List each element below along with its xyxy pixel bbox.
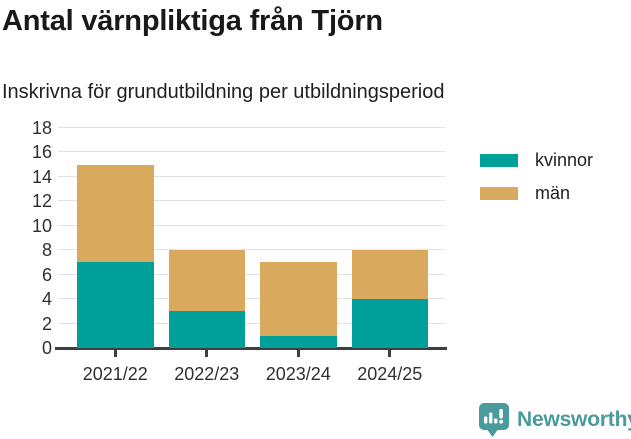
bar-segment-kvinnor-2021/22 bbox=[77, 262, 154, 348]
chart-subtitle: Inskrivna för grundutbildning per utbild… bbox=[2, 81, 445, 103]
legend-label-män: män bbox=[535, 183, 571, 203]
gridline-y14 bbox=[58, 175, 445, 177]
exclamation-stem bbox=[499, 409, 503, 419]
plot-area: 0 2 4 6 8 10 12 14 16 18 2021/22 2022/23 2023/24 2024… bbox=[32, 119, 447, 384]
gridline-y10 bbox=[58, 224, 445, 226]
legend: kvinnor män bbox=[480, 151, 593, 217]
gridline-y8 bbox=[58, 249, 445, 251]
x-axis-line bbox=[55, 347, 447, 350]
x-tick bbox=[113, 350, 117, 357]
y-tick-label: 4 bbox=[41, 289, 52, 310]
gridline-y18 bbox=[58, 127, 445, 128]
x-tick-label: 2022/23 bbox=[174, 364, 240, 384]
bar-segment-män-2023/24 bbox=[260, 262, 337, 336]
legend-item-kvinnor: kvinnor bbox=[480, 151, 593, 169]
bar-segment-män-2024/25 bbox=[351, 250, 428, 300]
y-tick-label: 0 bbox=[41, 338, 52, 358]
y-tick-label: 16 bbox=[31, 142, 52, 163]
gridline-y12 bbox=[58, 200, 445, 202]
bar-segment-kvinnor-2024/25 bbox=[351, 299, 428, 348]
x-tick-label: 2023/24 bbox=[265, 364, 331, 384]
brand-footer: Newsworthy bbox=[477, 402, 631, 438]
bar-segment-män-2022/23 bbox=[168, 250, 245, 312]
x-tick bbox=[205, 350, 209, 357]
gridline-y16 bbox=[58, 151, 445, 153]
legend-swatch-kvinnor bbox=[480, 153, 518, 167]
y-tick-label: 18 bbox=[31, 118, 52, 138]
gridline-y6 bbox=[58, 273, 445, 275]
bar-chart-glyph bbox=[484, 409, 503, 424]
legend-swatch-män bbox=[480, 186, 518, 200]
x-tick-label: 2024/25 bbox=[357, 364, 423, 384]
y-tick-label: 10 bbox=[31, 215, 52, 236]
x-tick bbox=[388, 350, 392, 357]
exclamation-dot bbox=[499, 419, 503, 424]
y-tick-label: 6 bbox=[41, 264, 52, 285]
gridline-y2 bbox=[58, 322, 445, 324]
x-tick-label: 2021/22 bbox=[82, 364, 148, 384]
bar-segment-kvinnor-2023/24 bbox=[260, 335, 337, 348]
bar-segment-män-2021/22 bbox=[77, 164, 154, 263]
chart-title: Antal värnpliktiga från Tjörn bbox=[2, 5, 383, 37]
y-tick-label: 14 bbox=[31, 166, 52, 187]
gridline-y4 bbox=[58, 298, 445, 300]
y-tick-label: 8 bbox=[41, 240, 52, 261]
brand-name: Newsworthy bbox=[517, 408, 631, 431]
bar-segment-kvinnor-2022/23 bbox=[168, 311, 245, 348]
x-tick bbox=[296, 350, 300, 357]
y-tick-label: 12 bbox=[31, 191, 52, 212]
y-tick-label: 2 bbox=[41, 313, 52, 334]
legend-label-kvinnor: kvinnor bbox=[535, 150, 594, 170]
legend-item-män: män bbox=[480, 184, 593, 202]
newsworthy-logo-icon bbox=[479, 403, 509, 437]
